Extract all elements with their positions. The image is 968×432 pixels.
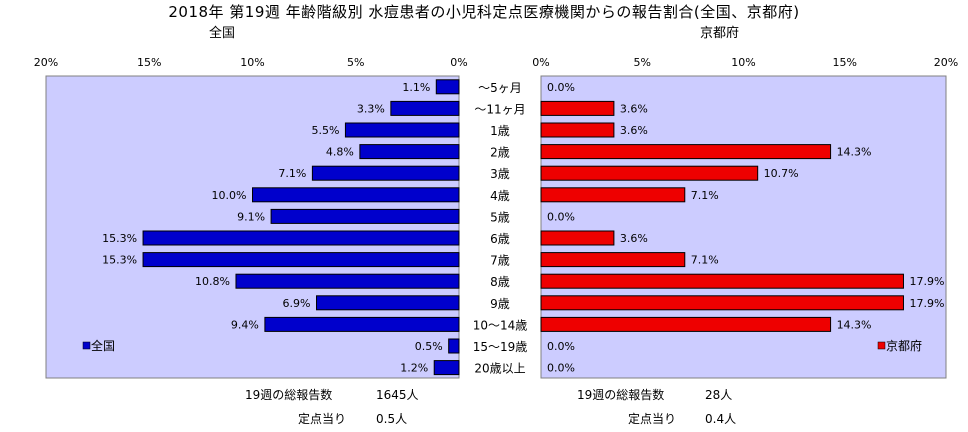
kyoto-value-label: 3.6%: [620, 232, 648, 245]
kyoto-value-label: 0.0%: [547, 340, 575, 353]
national-value-label: 15.3%: [102, 254, 137, 267]
national-bar: [270, 208, 460, 224]
national-bar: [316, 295, 460, 311]
national-value-label: 5.5%: [311, 124, 339, 137]
kyoto-x-tick-label: 15%: [833, 56, 857, 69]
kyoto-x-tick-label: 20%: [934, 56, 958, 69]
age-category-label: 1歳: [490, 124, 510, 138]
kyoto-value-label: 0.0%: [547, 362, 575, 375]
kyoto-x-tick-label: 0%: [532, 56, 549, 69]
national-x-tick-label: 10%: [240, 56, 264, 69]
kyoto-bar: [540, 252, 686, 268]
age-category-label: 〜5ヶ月: [478, 81, 522, 95]
national-bar: [252, 187, 460, 203]
kyoto-value-label: 17.9%: [909, 297, 944, 310]
national-bar: [235, 273, 460, 289]
national-subtitle: 全国: [209, 26, 236, 41]
kyoto-bar: [540, 187, 686, 203]
kyoto-bar: [540, 144, 832, 160]
kyoto-bar: [540, 230, 615, 246]
national-value-label: 3.3%: [357, 102, 385, 115]
national-value-label: 9.4%: [231, 318, 259, 331]
kyoto-value-label: 0.0%: [547, 81, 575, 94]
national-value-label: 10.0%: [212, 189, 247, 202]
national-value-label: 1.2%: [400, 362, 428, 375]
national-bar: [390, 100, 460, 116]
age-category-label: 5歳: [490, 210, 510, 224]
kyoto-bar: [540, 295, 904, 311]
national-total-value: 1645人: [376, 388, 419, 402]
age-category-label: 7歳: [490, 254, 510, 268]
national-value-label: 9.1%: [237, 210, 265, 223]
kyoto-subtitle: 京都府: [700, 26, 740, 41]
kyoto-legend-swatch: [877, 341, 886, 350]
national-bar: [359, 144, 460, 160]
kyoto-bar: [540, 122, 615, 138]
kyoto-value-label: 3.6%: [620, 102, 648, 115]
national-total-label: 19週の総報告数: [245, 388, 333, 402]
kyoto-bar: [540, 273, 904, 289]
kyoto-total-label: 19週の総報告数: [577, 388, 665, 402]
national-plot-area: [45, 75, 460, 379]
national-value-label: 0.5%: [415, 340, 443, 353]
kyoto-value-label: 0.0%: [547, 210, 575, 223]
national-value-label: 4.8%: [326, 146, 354, 159]
age-category-label: 2歳: [490, 146, 510, 160]
national-bar: [142, 252, 460, 268]
kyoto-value-label: 14.3%: [837, 318, 872, 331]
age-category-label: 4歳: [490, 189, 510, 203]
kyoto-value-label: 7.1%: [691, 254, 719, 267]
kyoto-per-label: 定点当り: [628, 412, 677, 426]
national-value-label: 10.8%: [195, 275, 230, 288]
national-bar: [264, 316, 460, 332]
national-bar: [435, 79, 460, 95]
national-legend-label: 全国: [91, 338, 115, 353]
age-category-label: 6歳: [490, 232, 510, 246]
national-bar: [311, 165, 460, 181]
national-value-label: 1.1%: [402, 81, 430, 94]
national-value-label: 15.3%: [102, 232, 137, 245]
kyoto-legend-label: 京都府: [886, 338, 922, 353]
age-category-label: 10〜14歳: [473, 318, 528, 332]
kyoto-value-label: 7.1%: [691, 189, 719, 202]
national-legend-swatch: [82, 341, 91, 350]
chart-title: 2018年 第19週 年齢階級別 水痘患者の小児科定点医療機関からの報告割合(全…: [168, 3, 800, 21]
kyoto-total-value: 28人: [705, 388, 733, 402]
national-value-label: 7.1%: [278, 167, 306, 180]
national-x-tick-label: 5%: [347, 56, 364, 69]
national-x-tick-label: 15%: [137, 56, 161, 69]
age-category-label: 20歳以上: [474, 362, 525, 376]
kyoto-bar: [540, 165, 759, 181]
age-category-label: 15〜19歳: [473, 340, 528, 354]
age-category-label: 〜11ヶ月: [474, 102, 525, 116]
kyoto-plot-area: [540, 75, 947, 379]
kyoto-per-value: 0.4人: [705, 412, 737, 426]
kyoto-value-label: 17.9%: [909, 275, 944, 288]
kyoto-bar: [540, 100, 615, 116]
national-x-tick-label: 0%: [450, 56, 467, 69]
national-value-label: 6.9%: [283, 297, 311, 310]
age-category-label: 9歳: [490, 297, 510, 311]
national-per-value: 0.5人: [376, 412, 408, 426]
national-bar: [142, 230, 460, 246]
national-bar: [433, 360, 460, 376]
national-per-label: 定点当り: [298, 412, 347, 426]
age-category-label: 8歳: [490, 275, 510, 289]
kyoto-x-tick-label: 5%: [634, 56, 651, 69]
national-x-tick-label: 20%: [34, 56, 58, 69]
kyoto-x-tick-label: 10%: [731, 56, 755, 69]
kyoto-value-label: 14.3%: [837, 146, 872, 159]
national-bar: [344, 122, 460, 138]
kyoto-value-label: 3.6%: [620, 124, 648, 137]
national-bar: [448, 338, 460, 354]
kyoto-bar: [540, 316, 832, 332]
kyoto-value-label: 10.7%: [764, 167, 799, 180]
age-category-label: 3歳: [490, 167, 510, 181]
